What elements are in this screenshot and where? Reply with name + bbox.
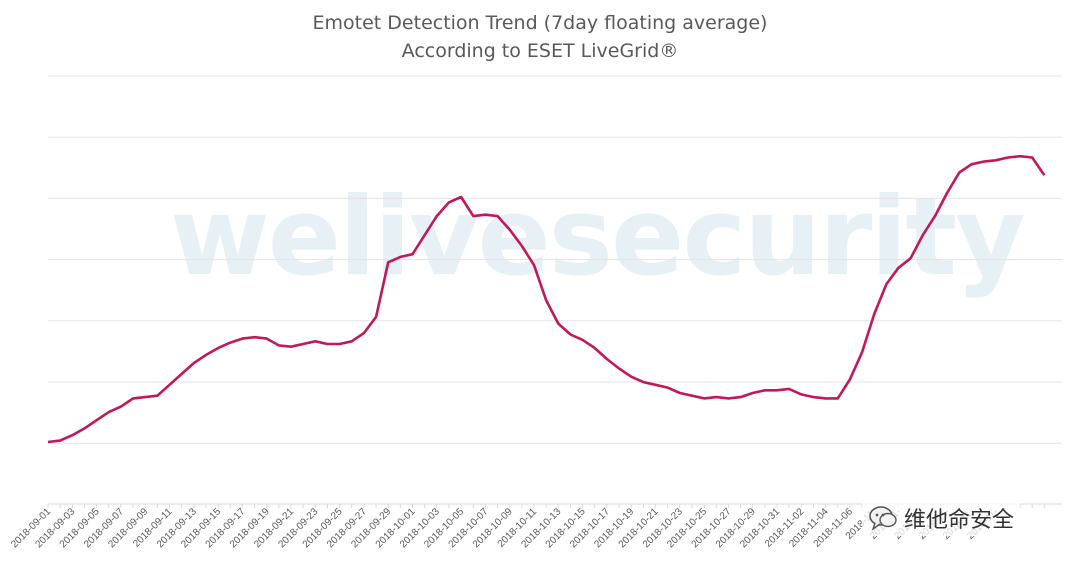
welivesecurity-watermark: welivesecurity	[170, 175, 1025, 300]
chart-subtitle: According to ESET LiveGrid®	[401, 40, 679, 62]
footer-watermark-text: 维他命安全	[904, 508, 1015, 533]
chart-title: Emotet Detection Trend (7day floating av…	[312, 12, 768, 34]
chat-bubble-icon	[869, 506, 897, 531]
series-line	[47, 154, 1046, 444]
footer-watermark: 维他命安全	[862, 500, 1021, 536]
